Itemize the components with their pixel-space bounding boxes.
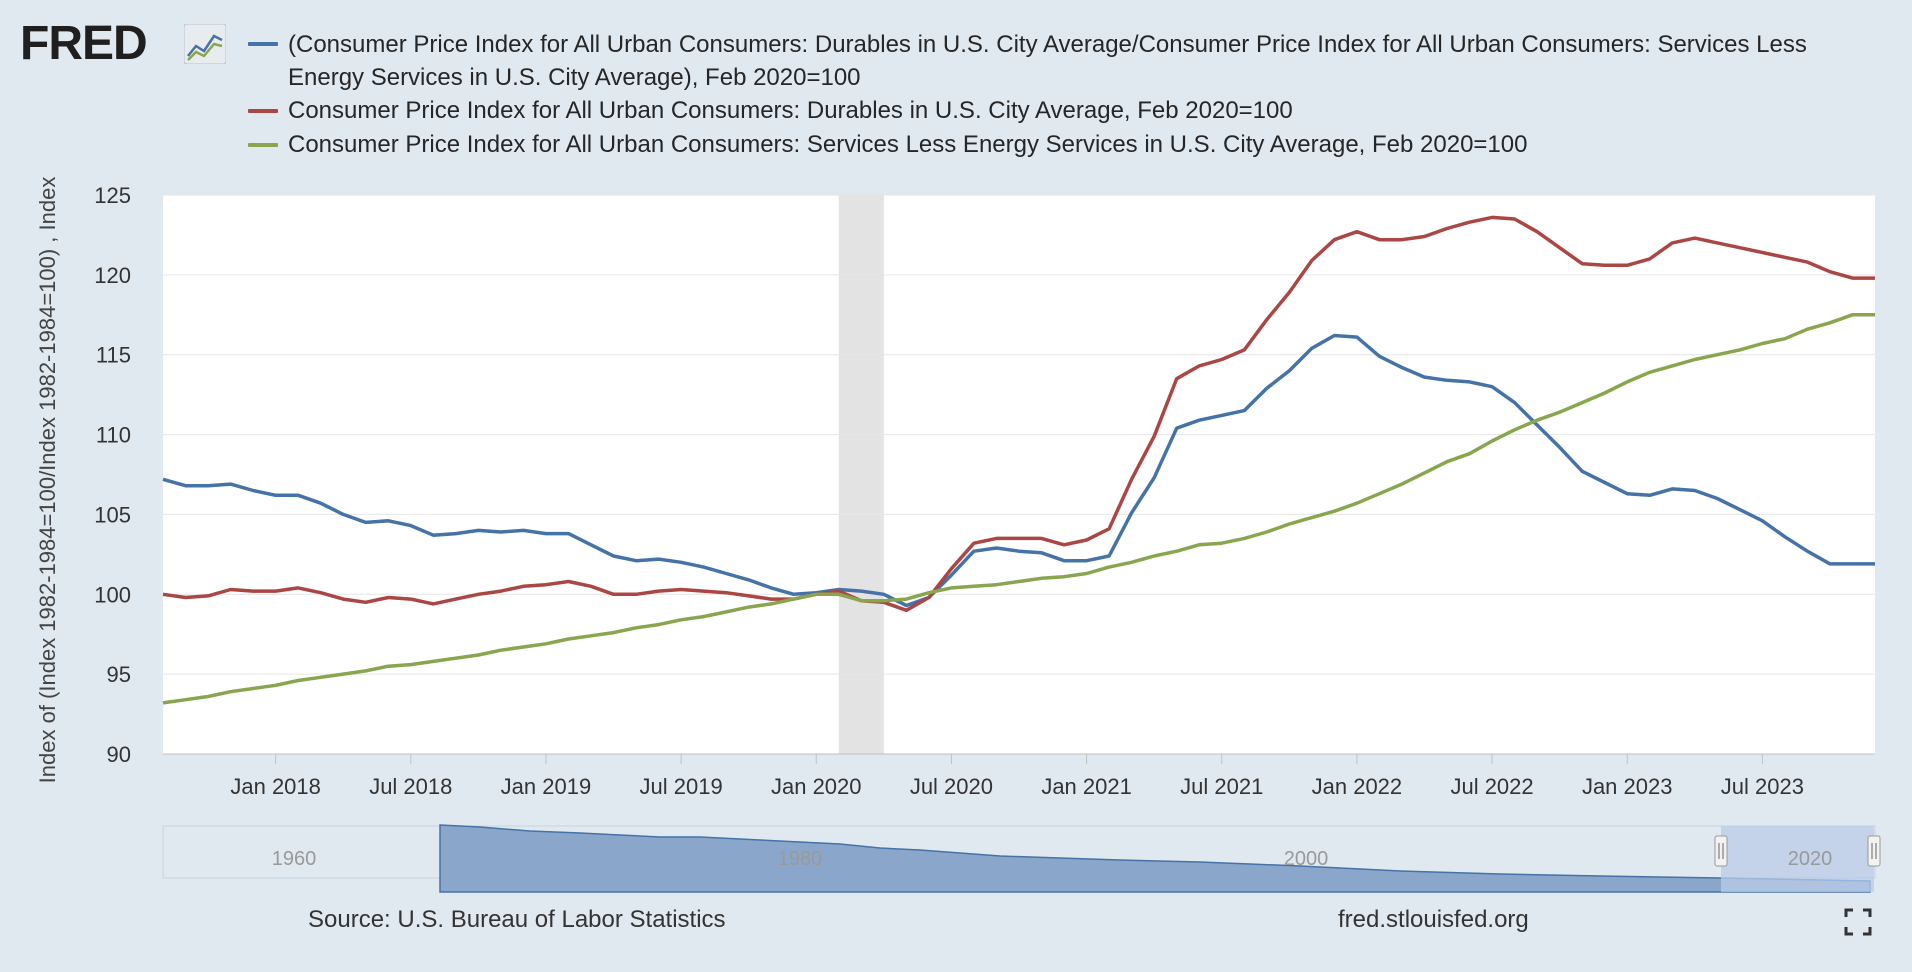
x-tick-label: Jul 2019: [640, 774, 723, 799]
navigator-label: 2020: [1788, 848, 1833, 870]
y-tick-label: 90: [107, 742, 131, 767]
series-lines: [162, 215, 1875, 705]
legend-item-durables[interactable]: Consumer Price Index for All Urban Consu…: [288, 97, 1293, 124]
legend-swatch-durables: [248, 109, 278, 113]
x-axis-ticks: Jan 2018 Jul 2018 Jan 2019 Jul 2019 Jan 2020…: [230, 754, 1804, 799]
x-tick-label: Jul 2023: [1721, 774, 1804, 799]
x-tick-label: Jul 2022: [1450, 774, 1533, 799]
line-chart-icon: [184, 24, 226, 64]
plot-background: [163, 195, 1875, 754]
series-line-1[interactable]: [162, 215, 1875, 613]
legend-item-ratio[interactable]: (Consumer Price Index for All Urban Cons…: [288, 31, 1807, 91]
range-navigator[interactable]: 1960 1980 2000 2020: [0, 820, 1912, 940]
logo-text: FRED: [20, 17, 148, 70]
y-axis-ticks: 90 95 100 105 110 115 120 125: [94, 183, 131, 767]
navigator-series-area: [439, 824, 1871, 893]
recession-band: [838, 195, 884, 754]
navigator-label: 1960: [272, 848, 317, 870]
y-tick-label: 120: [94, 263, 131, 288]
legend-swatch-services: [248, 143, 278, 147]
navigator-handle-right[interactable]: [1867, 835, 1881, 867]
y-tick-label: 100: [94, 582, 131, 607]
navigator-label: 1980: [778, 848, 823, 870]
legend-item-services[interactable]: Consumer Price Index for All Urban Consu…: [288, 131, 1528, 158]
x-tick-label: Jan 2020: [771, 774, 862, 799]
series-line-0[interactable]: [162, 333, 1875, 608]
legend-swatch-ratio: [248, 42, 278, 46]
y-tick-label: 95: [107, 662, 131, 687]
recession-bands: [838, 195, 884, 754]
x-tick-label: Jul 2021: [1180, 774, 1263, 799]
x-tick-label: Jan 2022: [1312, 774, 1403, 799]
gridlines: [163, 194, 1875, 755]
site-link[interactable]: fred.stlouisfed.org: [1338, 906, 1529, 933]
y-tick-label: 110: [96, 423, 131, 448]
x-tick-label: Jan 2018: [230, 774, 321, 799]
y-tick-label: 125: [94, 183, 131, 208]
navigator-handle-left[interactable]: [1714, 835, 1728, 867]
x-tick-label: Jan 2023: [1582, 774, 1673, 799]
x-tick-label: Jan 2021: [1041, 774, 1132, 799]
fullscreen-icon[interactable]: [1844, 908, 1872, 936]
series-line-2[interactable]: [162, 313, 1875, 705]
navigator-selection[interactable]: [1721, 826, 1874, 892]
x-tick-label: Jul 2018: [369, 774, 452, 799]
x-tick-label: Jan 2019: [501, 774, 592, 799]
fred-logo[interactable]: FRED: [20, 18, 230, 70]
y-tick-label: 115: [96, 343, 131, 368]
y-tick-label: 105: [94, 502, 131, 527]
source-text: Source: U.S. Bureau of Labor Statistics: [308, 906, 726, 933]
y-axis-label: Index of (Index 1982-1984=100/Index 1982…: [35, 177, 60, 784]
x-tick-label: Jul 2020: [910, 774, 993, 799]
navigator-label: 2000: [1284, 848, 1329, 870]
